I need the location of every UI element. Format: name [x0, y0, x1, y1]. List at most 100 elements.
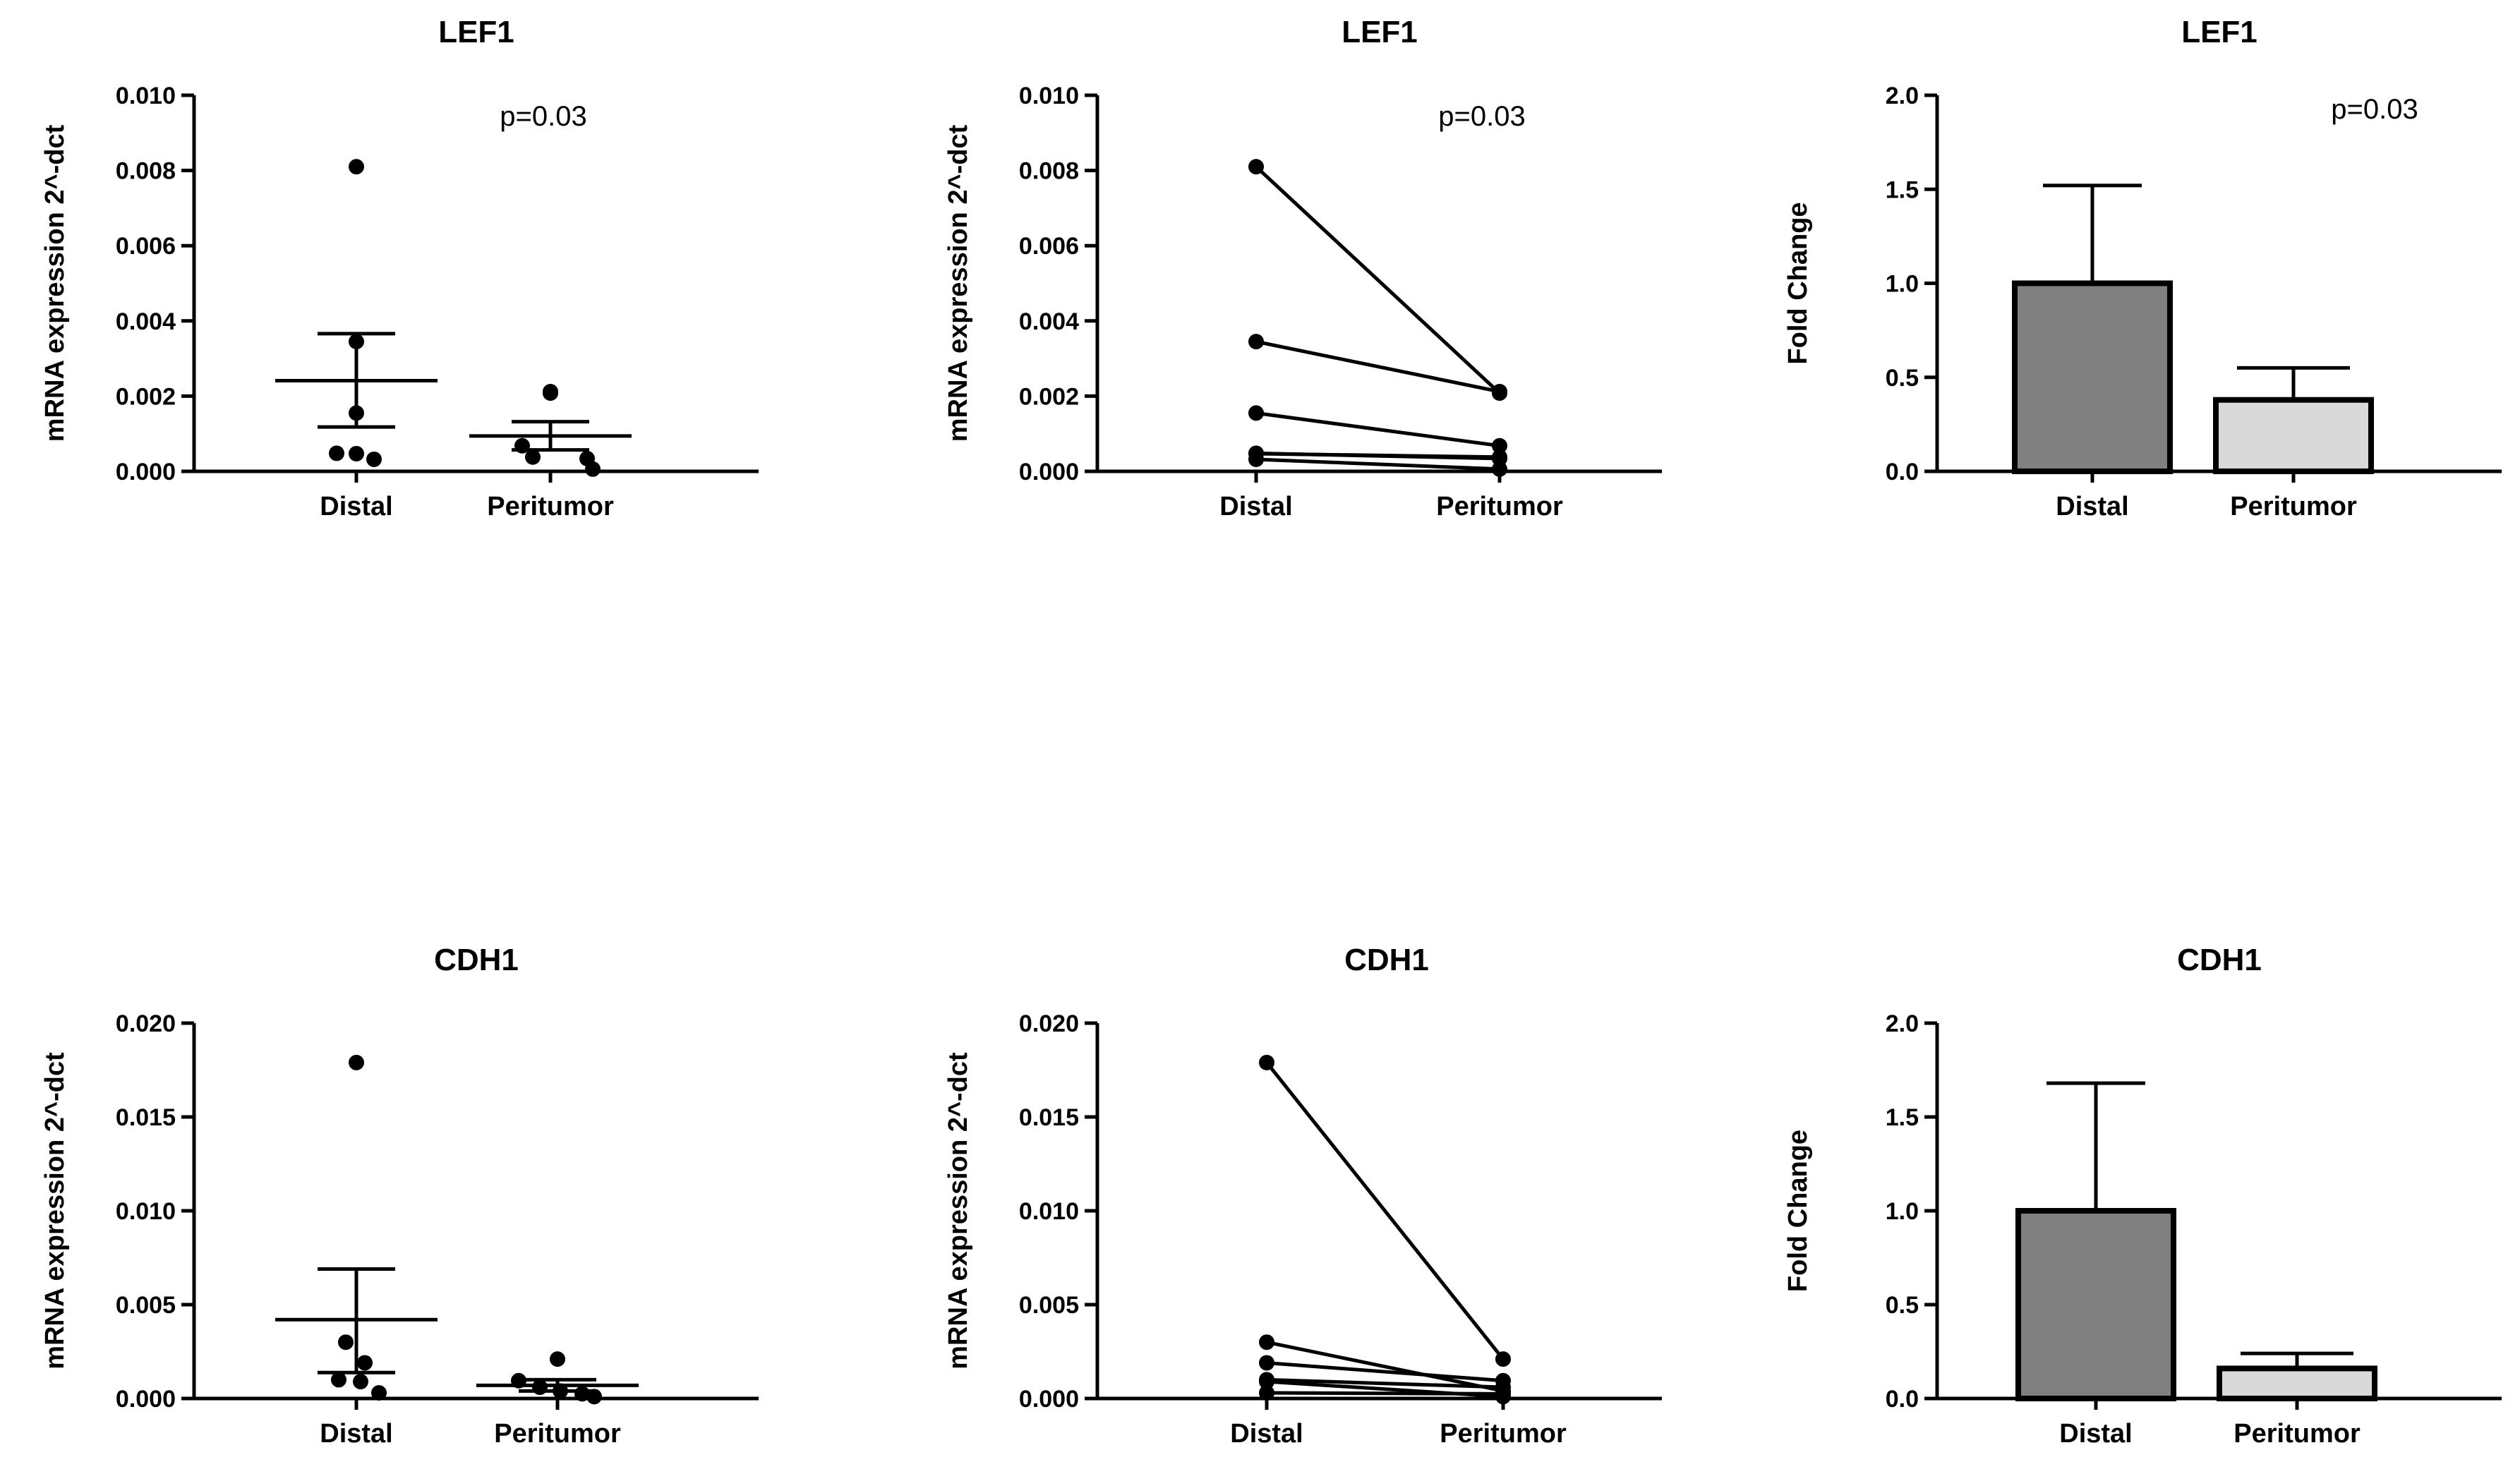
- chart-panel-2: LEF1 mRNA expression 2^-dct 0.000 0.002 0.00…: [944, 15, 1662, 521]
- bar: [2012, 280, 2173, 474]
- y-tick-label: 0.015: [116, 1104, 176, 1131]
- data-point: [1248, 405, 1264, 421]
- data-point: [1492, 437, 1507, 454]
- data-point: [331, 1372, 346, 1388]
- y-tick-label: 0.004: [1019, 308, 1079, 335]
- data-point: [1248, 159, 1264, 175]
- x-tick-label: Peritumor: [1436, 492, 1563, 521]
- paired-line: [1266, 1377, 1504, 1389]
- chart-title: LEF1: [438, 15, 514, 49]
- chart-title: CDH1: [1344, 943, 1429, 977]
- data-point: [1259, 1054, 1274, 1070]
- y-tick-label: 0.002: [116, 383, 176, 410]
- data-point: [1492, 384, 1507, 400]
- y-tick-label: 0.5: [1886, 1292, 1919, 1319]
- data-point: [525, 449, 541, 465]
- data-point: [349, 1054, 364, 1070]
- y-tick-label: 0.0: [1886, 1386, 1919, 1413]
- data-point: [357, 1355, 373, 1371]
- data-point: [329, 445, 344, 461]
- p-value-annotation: p=0.03: [2331, 94, 2418, 125]
- data-point: [550, 1351, 565, 1367]
- data-point: [366, 451, 382, 467]
- y-tick-label: 0.005: [1019, 1292, 1079, 1319]
- chart-panel-3: LEF1 Fold Change 0.0 0.5 1.0 1.5 2.0 Distal Peri…: [1783, 15, 2502, 521]
- paired-line: [1266, 1340, 1504, 1393]
- y-tick-label: 2.0: [1886, 1010, 1919, 1037]
- paired-line: [1255, 457, 1500, 471]
- data-point: [514, 437, 530, 454]
- data-point: [543, 384, 558, 400]
- data-point: [349, 445, 364, 461]
- y-tick-label: 1.0: [1886, 271, 1919, 298]
- y-axis-label: mRNA expression 2^-dct: [944, 124, 973, 442]
- y-tick-label: 0.006: [1019, 233, 1079, 260]
- y-tick-label: 0.006: [116, 233, 176, 260]
- y-tick-label: 1.5: [1886, 1104, 1919, 1131]
- x-tick-label: Distal: [2056, 492, 2128, 521]
- y-tick-label: 0.020: [116, 1010, 176, 1037]
- data-point: [1492, 461, 1507, 477]
- y-tick-label: 0.010: [116, 1198, 176, 1225]
- y-tick-label: 0.008: [1019, 158, 1079, 185]
- x-tick-label: Peritumor: [2233, 1419, 2361, 1449]
- x-tick-label: Distal: [2059, 1419, 2132, 1449]
- y-axis-label: mRNA expression 2^-dct: [40, 124, 70, 442]
- data-point: [349, 405, 364, 421]
- chart-title: LEF1: [1342, 15, 1418, 49]
- x-tick-label: Distal: [1219, 492, 1292, 521]
- data-point: [574, 1386, 590, 1402]
- y-tick-label: 0.000: [116, 459, 176, 485]
- data-point: [1495, 1386, 1511, 1402]
- paired-line: [1255, 452, 1500, 459]
- y-tick-label: 0.005: [116, 1292, 176, 1319]
- paired-line: [1265, 1061, 1505, 1360]
- paired-line: [1255, 165, 1501, 394]
- y-tick-label: 0.000: [1019, 459, 1079, 485]
- data-point: [585, 461, 601, 477]
- y-tick-label: 0.002: [1019, 383, 1079, 410]
- y-tick-label: 0.004: [116, 308, 176, 335]
- y-tick-label: 0.010: [1019, 83, 1079, 109]
- y-tick-label: 0.010: [116, 83, 176, 109]
- y-axis-label: Fold Change: [1783, 1130, 1813, 1292]
- bar: [2217, 1365, 2377, 1401]
- bar: [2213, 397, 2374, 474]
- y-tick-label: 0.5: [1886, 365, 1919, 392]
- data-point: [1248, 451, 1264, 467]
- x-tick-label: Peritumor: [494, 1419, 621, 1449]
- chart-title: LEF1: [2181, 15, 2257, 49]
- data-point: [1259, 1355, 1274, 1371]
- paired-line: [1255, 411, 1500, 448]
- chart-panel-6: CDH1 Fold Change 0.0 0.5 1.0 1.5 2.0 Distal Peri…: [1783, 943, 2502, 1449]
- data-point: [349, 334, 364, 350]
- y-axis-label: Fold Change: [1783, 202, 1813, 364]
- y-axis-label: mRNA expression 2^-dct: [944, 1052, 973, 1370]
- y-tick-label: 0.015: [1019, 1104, 1079, 1131]
- x-tick-label: Distal: [320, 1419, 392, 1449]
- y-tick-label: 0.008: [116, 158, 176, 185]
- chart-panel-4: CDH1 mRNA expression 2^-dct 0.000 0.005 0.01…: [40, 943, 759, 1449]
- data-point: [511, 1372, 526, 1389]
- data-point: [1259, 1334, 1274, 1351]
- data-point: [1248, 334, 1264, 350]
- data-point: [371, 1385, 387, 1401]
- y-axis-label: mRNA expression 2^-dct: [40, 1052, 70, 1370]
- p-value-annotation: p=0.03: [1438, 101, 1525, 132]
- x-tick-label: Distal: [1230, 1419, 1303, 1449]
- y-tick-label: 0.000: [116, 1386, 176, 1413]
- y-tick-label: 0.010: [1019, 1198, 1079, 1225]
- x-tick-label: Peritumor: [487, 492, 614, 521]
- y-tick-label: 0.020: [1019, 1010, 1079, 1037]
- y-tick-label: 1.0: [1886, 1198, 1919, 1225]
- chart-title: CDH1: [2177, 943, 2262, 977]
- data-point: [532, 1379, 548, 1396]
- data-point: [553, 1383, 568, 1399]
- bar: [2015, 1208, 2176, 1401]
- y-tick-label: 0.0: [1886, 459, 1919, 485]
- x-tick-label: Peritumor: [1440, 1419, 1567, 1449]
- chart-title: CDH1: [434, 943, 519, 977]
- p-value-annotation: p=0.03: [500, 101, 586, 132]
- data-point: [349, 159, 364, 175]
